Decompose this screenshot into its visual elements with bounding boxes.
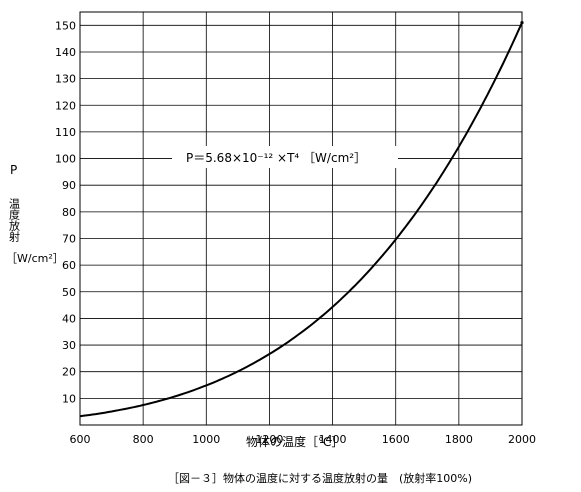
y-tick-label: 120 (55, 99, 76, 112)
y-tick-label: 20 (62, 366, 76, 379)
curve-end-point (520, 21, 524, 25)
equation-box-bg (172, 146, 398, 168)
y-tick-label: 100 (55, 153, 76, 166)
y-tick-label: 30 (62, 339, 76, 352)
y-tick-label: 140 (55, 46, 76, 59)
y-axis-unit: ［W/cm²］ (6, 252, 64, 265)
y-tick-label: 90 (62, 179, 76, 192)
y-tick-label: 70 (62, 232, 76, 245)
y-axis-symbol: P (10, 163, 17, 177)
y-tick-label: 40 (62, 312, 76, 325)
x-tick-labels: 600 800 1000 1200 1400 1600 1800 2000 (70, 433, 537, 446)
x-tick-label: 1800 (445, 433, 473, 446)
x-tick-label: 2000 (508, 433, 536, 446)
figure-caption: ［図－３］物体の温度に対する温度放射の量 (放射率100%) (168, 471, 472, 485)
x-tick-label: 1600 (382, 433, 410, 446)
x-axis-label: 物体の温度［℃］ (246, 434, 343, 449)
y-tick-label: 150 (55, 19, 76, 32)
y-tick-label: 50 (62, 286, 76, 299)
y-axis-label: 温度放射 (8, 198, 21, 243)
y-tick-label: 130 (55, 73, 76, 86)
x-tick-label: 1400 (319, 433, 347, 446)
y-tick-label: 80 (62, 206, 76, 219)
plot-frame (79, 11, 523, 426)
x-tick-label: 600 (70, 433, 91, 446)
y-tick-labels: 10 20 30 40 50 60 70 80 90 100 110 120 130 140 150 (55, 19, 76, 405)
grid (79, 12, 523, 425)
x-tick-label: 1000 (192, 433, 220, 446)
y-tick-label: 60 (62, 259, 76, 272)
radiation-curve (79, 22, 523, 418)
equation-label: P＝5.68×10⁻¹² ×T⁴ ［W/cm²］ (186, 151, 366, 165)
x-tick-label: 1200 (255, 433, 283, 446)
y-tick-label: 110 (55, 126, 76, 139)
x-tick-label: 800 (133, 433, 154, 446)
y-tick-label: 10 (62, 392, 76, 405)
